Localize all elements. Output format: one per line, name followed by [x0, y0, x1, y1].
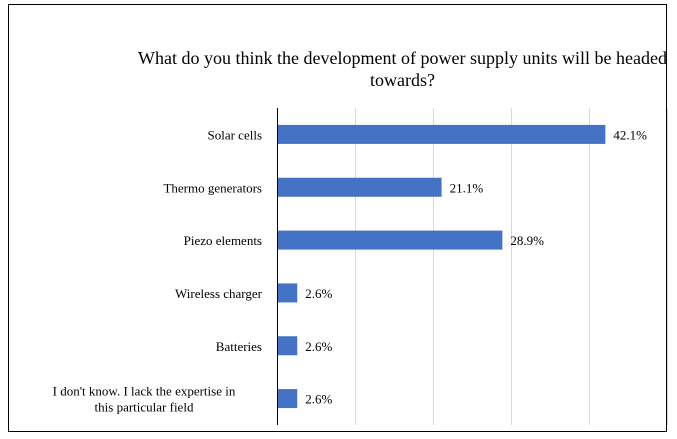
chart-frame — [8, 4, 667, 432]
category-label: Solar cells — [207, 127, 262, 142]
bar — [277, 177, 442, 197]
category-label: Piezo elements — [184, 233, 262, 248]
value-labels: 42.1% 21.1% 28.9% 2.6% 2.6% 2.6% — [305, 127, 647, 406]
bar — [277, 336, 298, 356]
category-label: I don't know. I lack the expertise in thi… — [53, 384, 236, 415]
bar — [277, 283, 298, 303]
value-label: 28.9% — [510, 233, 544, 248]
category-label: Batteries — [216, 339, 262, 354]
category-label: Thermo generators — [163, 180, 262, 195]
chart-title: What do you think the development of pow… — [138, 48, 667, 90]
category-labels: Solar cells Thermo generators Piezo elemen… — [53, 127, 263, 414]
gridlines — [355, 108, 668, 425]
value-label: 2.6% — [305, 392, 332, 407]
value-label: 42.1% — [613, 127, 647, 142]
value-label: 2.6% — [305, 286, 332, 301]
bar — [277, 230, 503, 250]
bars — [277, 124, 606, 409]
value-label: 2.6% — [305, 339, 332, 354]
category-label: Wireless charger — [175, 286, 263, 301]
bar — [277, 389, 298, 409]
bar — [277, 124, 606, 144]
value-label: 21.1% — [450, 180, 484, 195]
